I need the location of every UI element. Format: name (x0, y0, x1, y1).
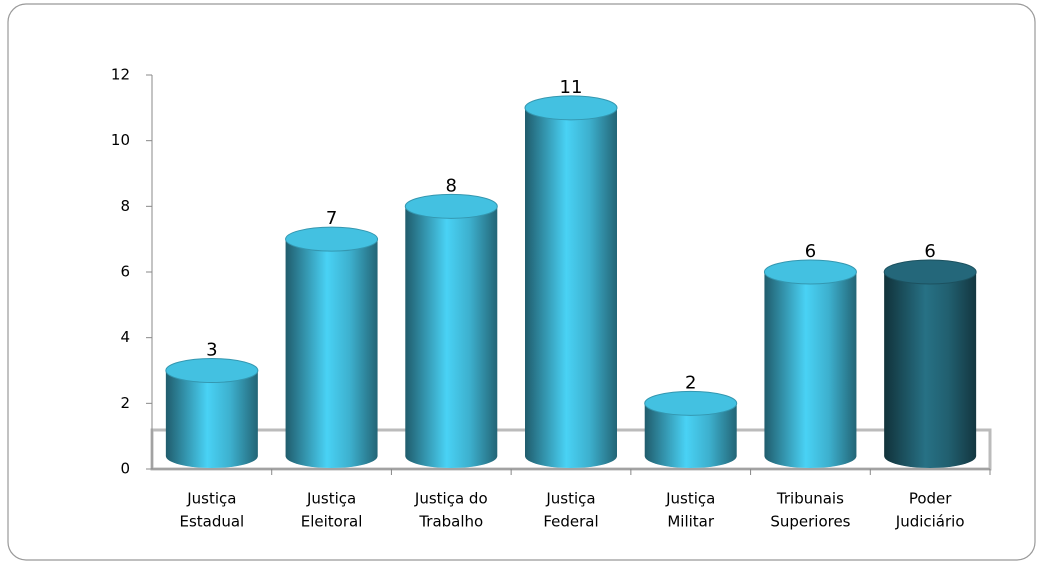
bar-top (763, 259, 857, 285)
x-tick-label: Justiça (186, 490, 236, 508)
y-tick-label: 12 (111, 66, 130, 84)
y-tick-label: 4 (120, 328, 130, 346)
bar-top (285, 226, 379, 252)
y-tick-label: 0 (120, 460, 130, 478)
value-label: 7 (326, 208, 337, 229)
y-tick-label: 2 (120, 394, 130, 412)
value-label: 11 (560, 77, 583, 98)
value-label: 6 (924, 241, 935, 262)
bar (764, 272, 857, 468)
x-tick-label: Superiores (770, 513, 850, 531)
x-tick-label: Justiça do (414, 490, 488, 508)
x-tick-label: Justiça (306, 490, 356, 508)
bar (165, 370, 258, 468)
bar (884, 272, 977, 468)
x-tick-label: Judiciário (895, 513, 965, 531)
bar-top (644, 390, 738, 416)
y-tick-label: 10 (111, 131, 130, 149)
bar-top (883, 259, 977, 285)
value-label: 6 (805, 241, 816, 262)
bar (525, 107, 617, 468)
chart-frame (7, 3, 1036, 561)
value-label: 8 (446, 175, 457, 196)
x-tick-label: Tribunais (776, 490, 844, 508)
x-tick-label: Estadual (179, 513, 244, 531)
bar (405, 206, 498, 469)
value-label: 3 (206, 340, 217, 361)
bar-top (165, 358, 259, 383)
bar (285, 239, 378, 468)
x-tick-label: Justiça (545, 490, 595, 508)
bar (644, 403, 737, 468)
y-tick-label: 8 (120, 197, 130, 215)
bar-top (524, 95, 618, 121)
x-tick-label: Federal (543, 513, 598, 531)
x-tick-label: Poder (909, 490, 952, 508)
x-tick-label: Militar (667, 513, 715, 531)
x-tick-label: Justiça (665, 490, 715, 508)
x-tick-label: Eleitoral (301, 513, 363, 531)
y-tick-label: 6 (120, 263, 130, 281)
bar-top (404, 193, 498, 219)
x-tick-label: Trabalho (418, 513, 483, 531)
value-label: 2 (685, 372, 696, 393)
